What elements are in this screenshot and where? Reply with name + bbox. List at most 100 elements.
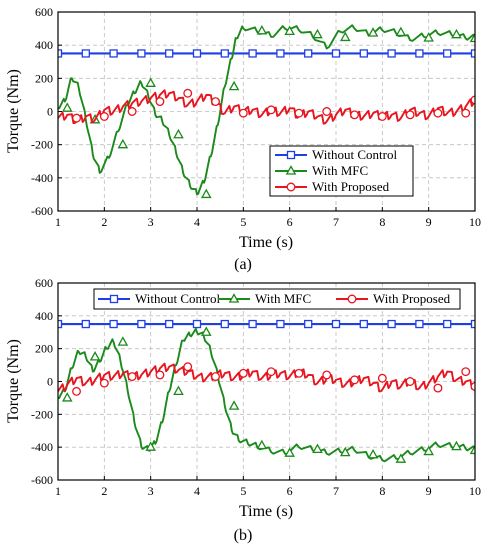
x-tick-label: 7 (333, 484, 339, 498)
series-marker (387, 319, 396, 329)
series-marker (256, 439, 268, 450)
series-marker (312, 28, 323, 39)
series-marker (145, 441, 156, 451)
y-tick-label: 200 (35, 342, 53, 356)
axis-ticks: 1 2 3 4 5 6 7 8 9 10 -600 -400 -200 0 200 400 600 (31, 276, 481, 498)
series-marker (331, 49, 341, 58)
series-marker (165, 319, 174, 329)
series-marker (423, 32, 434, 42)
series-marker (266, 105, 276, 115)
y-tick-label: -200 (31, 138, 53, 152)
x-tick-label: 3 (148, 215, 154, 229)
series-line (58, 362, 475, 393)
series-marker (304, 49, 313, 58)
legend-item: With Proposed (336, 291, 451, 306)
x-tick-label: 6 (287, 484, 293, 498)
series-marker (405, 377, 415, 386)
series-marker (304, 319, 313, 329)
series-marker (220, 49, 229, 58)
series-marker (276, 319, 285, 329)
x-tick-label: 10 (469, 215, 481, 229)
series-marker (192, 319, 202, 329)
series-line (58, 24, 475, 196)
x-tick-label: 2 (101, 215, 107, 229)
x-tick-label: 6 (287, 215, 293, 229)
series-marker (359, 49, 368, 58)
series-marker (415, 49, 424, 58)
series-marker (415, 319, 424, 329)
series-marker (322, 107, 332, 116)
series-marker (461, 108, 471, 118)
series-marker (165, 49, 174, 58)
series-marker (200, 326, 212, 336)
y-tick-label: 600 (35, 276, 53, 290)
series-marker (395, 26, 407, 37)
series-marker (58, 49, 63, 58)
series-marker (377, 373, 387, 383)
y-tick-label: 600 (35, 5, 53, 19)
series-line (58, 327, 475, 463)
legend-label: Without Control (312, 147, 397, 162)
legend-item: Without Control (275, 147, 397, 162)
series-marker (433, 108, 443, 118)
axis-ticks: 1 2 3 4 5 6 7 8 9 10 -600 -400 -200 0 200 400 600 (31, 5, 481, 229)
series-marker (99, 112, 109, 121)
legend-swatch-marker (285, 165, 297, 175)
x-tick-label: 8 (379, 484, 385, 498)
series-marker (145, 77, 156, 87)
series-marker (256, 24, 268, 35)
x-tick-label: 1 (55, 484, 61, 498)
series-marker (61, 102, 73, 112)
series-marker (117, 336, 129, 346)
series-marker (339, 446, 351, 457)
series-marker (109, 49, 118, 58)
series-marker (266, 367, 276, 377)
series-group (58, 319, 475, 463)
chart-panel-a: 1 2 3 4 5 6 7 8 9 10 -600 -400 -200 0 200 400 600 Time (… (5, 5, 481, 273)
series-marker (248, 49, 257, 58)
series-marker (433, 383, 443, 393)
series-marker (155, 370, 165, 380)
series-marker (367, 27, 379, 37)
series-marker (377, 112, 387, 121)
series-marker (211, 372, 220, 382)
x-tick-label: 4 (194, 484, 200, 498)
legend-item: With MFC (218, 291, 311, 306)
series-marker (461, 367, 471, 377)
x-tick-label: 3 (148, 484, 154, 498)
series-marker (451, 440, 462, 451)
x-tick-label: 5 (240, 484, 246, 498)
y-tick-label: 400 (35, 309, 53, 323)
series-marker (469, 444, 475, 455)
series-marker (294, 108, 304, 118)
y-tick-label: 400 (35, 38, 53, 52)
series-marker (284, 447, 295, 457)
legend-label: Without Control (135, 291, 220, 306)
series-marker (183, 88, 193, 98)
legend-label: With Proposed (312, 179, 390, 194)
legend-swatch-marker (109, 294, 119, 304)
y-tick-label: 200 (35, 71, 53, 85)
legend-item: With MFC (275, 163, 368, 178)
legend-swatch-marker (347, 294, 357, 304)
series-marker (470, 319, 475, 329)
series-marker (183, 362, 193, 372)
series-marker (322, 370, 332, 380)
y-tick-label: 0 (47, 375, 53, 389)
legend-box (93, 288, 461, 310)
series-marker (294, 368, 304, 378)
x-tick-label: 1 (55, 215, 61, 229)
chart-panel-b: 1 2 3 4 5 6 7 8 9 10 -600 -400 -200 0 200 400 600 Time (… (5, 276, 481, 544)
series-marker (61, 392, 73, 402)
y-tick-label: -200 (31, 407, 53, 421)
series-marker (284, 25, 295, 35)
series-marker (367, 448, 379, 459)
series-marker (238, 368, 248, 378)
series-marker (405, 110, 415, 120)
series-marker (127, 372, 137, 382)
series-marker (469, 32, 475, 43)
series-marker (117, 138, 129, 149)
x-tick-label: 8 (379, 215, 385, 229)
legend-swatch-marker (286, 150, 296, 160)
series-marker (137, 319, 146, 329)
